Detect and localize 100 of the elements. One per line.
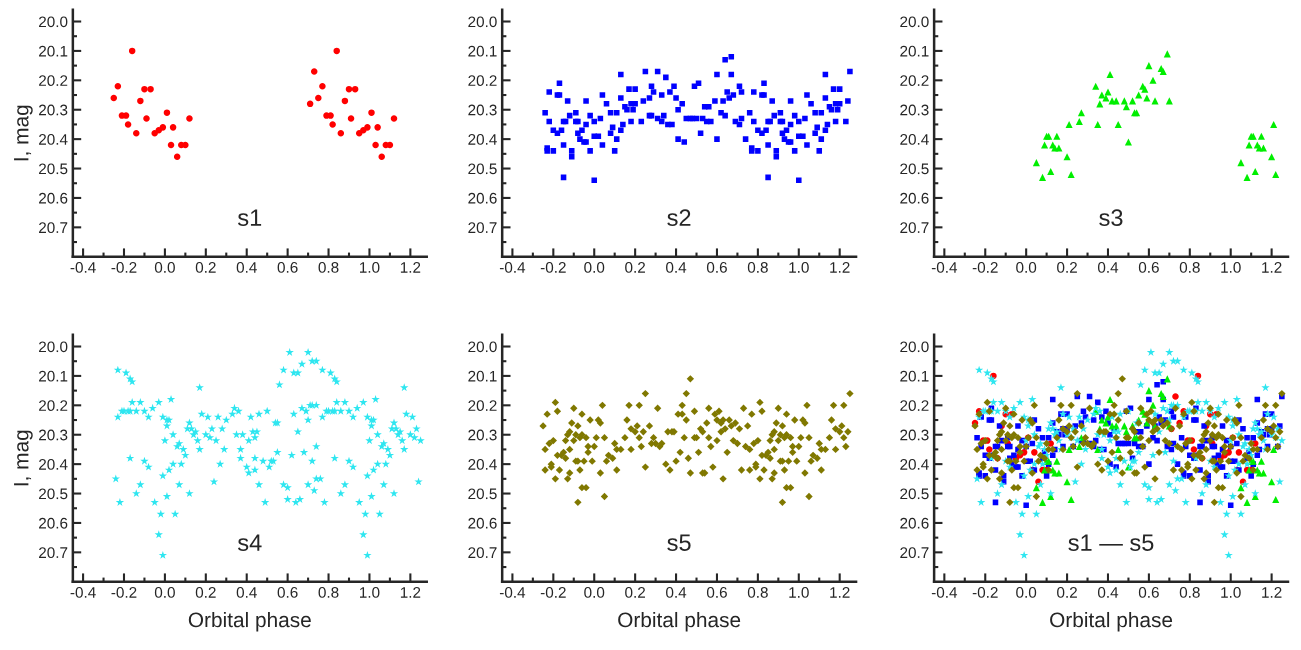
x-tick-label: 1.2 xyxy=(1262,262,1282,273)
x-tick-label: 1.2 xyxy=(400,262,421,273)
y-tick-label: 20.3 xyxy=(468,104,497,116)
y-tick-label: 20.4 xyxy=(900,459,929,470)
x-tick-label: -0.2 xyxy=(111,587,137,598)
y-tick-label: 20.0 xyxy=(39,341,68,353)
x-tick-label: 1.2 xyxy=(830,587,850,598)
x-tick-label: 0.0 xyxy=(584,262,605,273)
x-tick-label: 0.2 xyxy=(625,262,645,273)
y-tick-label: 20.1 xyxy=(900,45,929,57)
annotation: s5 xyxy=(667,534,691,552)
y-tick-label: 20.5 xyxy=(39,488,68,500)
x-tick-label: 0.4 xyxy=(666,262,687,273)
y-tick-label: 20.2 xyxy=(39,400,68,412)
x-tick-label: -0.4 xyxy=(931,262,958,273)
x-tick-label: 0.2 xyxy=(1057,587,1077,598)
x-tick-label: -0.2 xyxy=(111,262,137,273)
x-tick-label: 0.8 xyxy=(747,587,768,598)
x-tick-label: 1.2 xyxy=(400,587,421,598)
x-tick-label: 0.8 xyxy=(318,587,339,598)
y-tick-label: 20.5 xyxy=(900,488,929,500)
x-tick-label: 1.0 xyxy=(1221,587,1241,598)
y-tick-label: 20.6 xyxy=(900,192,929,204)
x-tick-label: 0.6 xyxy=(277,262,298,273)
y-tick-label: 20.0 xyxy=(39,16,68,28)
x-tick-label: 0.2 xyxy=(1057,262,1077,273)
x-tick-label: 0.4 xyxy=(236,262,257,273)
x-tick-label: 0.2 xyxy=(195,262,216,273)
y-tick-label: 20.5 xyxy=(900,163,929,175)
y-tick-label: 20.2 xyxy=(900,75,929,87)
y-tick-label: 20.4 xyxy=(39,134,68,145)
x-tick-label: 0.2 xyxy=(195,587,216,598)
x-tick-label: 0.8 xyxy=(1179,262,1200,273)
x-tick-label: 0.6 xyxy=(1138,262,1159,273)
y-tick-label: 20.3 xyxy=(900,104,929,116)
y-tick-label: 20.1 xyxy=(468,370,497,382)
y-tick-label: 20.4 xyxy=(900,134,929,145)
y-tick-label: 20.5 xyxy=(468,488,497,500)
x-tick-label: 0.0 xyxy=(1016,587,1037,598)
x-tick-label: 0.0 xyxy=(154,262,175,273)
x-tick-label: 0.6 xyxy=(277,587,298,598)
y-tick-label: 20.4 xyxy=(39,459,68,470)
x-tick-label: -0.2 xyxy=(972,587,998,598)
x-tick-label: 0.4 xyxy=(666,587,687,598)
x-tick-label: 1.0 xyxy=(789,262,809,273)
y-tick-label: 20.0 xyxy=(900,341,929,353)
x-tick-label: 1.0 xyxy=(789,587,809,598)
x-tick-label: 1.2 xyxy=(830,262,850,273)
x-tick-label: -0.2 xyxy=(540,587,566,598)
y-tick-label: 20.7 xyxy=(900,547,929,559)
x-tick-label: 0.8 xyxy=(1179,587,1200,598)
y-tick-label: 20.0 xyxy=(468,16,497,28)
y-tick-label: 20.7 xyxy=(468,222,497,234)
x-axis-title: Orbital phase xyxy=(1050,611,1173,632)
y-tick-label: 20.2 xyxy=(900,400,929,412)
y-tick-label: 20.6 xyxy=(39,192,68,204)
annotation: s3 xyxy=(1099,209,1123,227)
x-tick-label: -0.4 xyxy=(70,262,96,273)
x-tick-label: 0.4 xyxy=(236,587,257,598)
x-tick-label: -0.4 xyxy=(70,587,96,598)
y-tick-label: 20.6 xyxy=(900,517,929,529)
y-tick-label: 20.2 xyxy=(468,75,497,87)
y-tick-label: 20.4 xyxy=(468,134,497,145)
annotation: s1 xyxy=(237,209,262,227)
x-tick-label: 0.8 xyxy=(318,262,339,273)
y-tick-label: 20.1 xyxy=(39,45,68,57)
x-tick-label: -0.4 xyxy=(499,587,526,598)
annotation: s1 — s5 xyxy=(1068,534,1154,552)
y-axis-title: I, mag xyxy=(14,105,33,161)
y-tick-label: 20.7 xyxy=(39,547,68,559)
y-tick-label: 20.6 xyxy=(468,192,497,204)
x-tick-label: 0.6 xyxy=(706,587,727,598)
y-tick-label: 20.1 xyxy=(39,370,68,382)
y-tick-label: 20.6 xyxy=(468,517,497,529)
y-tick-label: 20.4 xyxy=(468,459,497,470)
y-tick-label: 20.3 xyxy=(900,429,929,441)
x-tick-label: 0.8 xyxy=(747,262,768,273)
x-tick-label: 0.0 xyxy=(584,587,605,598)
y-tick-label: 20.5 xyxy=(39,163,68,175)
x-tick-label: 0.0 xyxy=(154,587,175,598)
x-tick-label: 0.0 xyxy=(1016,262,1037,273)
x-tick-label: 1.0 xyxy=(360,262,380,273)
y-tick-label: 20.5 xyxy=(468,163,497,175)
x-tick-label: 0.4 xyxy=(1097,587,1119,598)
y-tick-label: 20.3 xyxy=(39,104,68,116)
y-tick-label: 20.7 xyxy=(900,222,929,234)
x-tick-label: -0.2 xyxy=(972,262,998,273)
x-tick-label: 0.2 xyxy=(625,587,645,598)
x-tick-label: -0.4 xyxy=(931,587,958,598)
x-tick-label: 0.6 xyxy=(706,262,727,273)
x-tick-label: -0.2 xyxy=(540,262,566,273)
y-tick-label: 20.7 xyxy=(39,222,68,234)
annotation: s4 xyxy=(237,534,262,552)
y-tick-label: 20.0 xyxy=(900,16,929,28)
y-tick-label: 20.1 xyxy=(900,370,929,382)
x-tick-label: 1.0 xyxy=(1221,262,1241,273)
x-axis-title: Orbital phase xyxy=(618,611,741,632)
y-tick-label: 20.3 xyxy=(39,429,68,441)
y-tick-label: 20.2 xyxy=(468,400,497,412)
x-tick-label: -0.4 xyxy=(499,262,526,273)
